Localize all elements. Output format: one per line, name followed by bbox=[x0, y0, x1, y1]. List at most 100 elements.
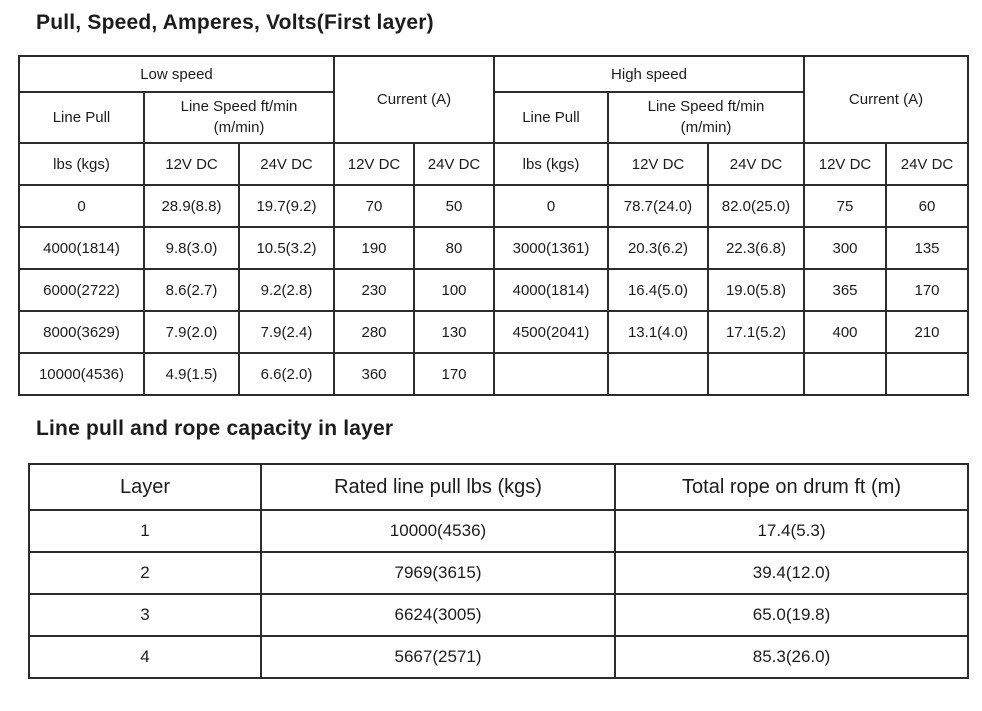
rope-capacity-table: Layer Rated line pull lbs (kgs) Total ro… bbox=[28, 463, 969, 679]
table-row: 4000(1814) 9.8(3.0) 10.5(3.2) 190 80 300… bbox=[18, 226, 969, 270]
table-cell: 7.9(2.0) bbox=[143, 310, 240, 354]
table-row: 2 7969(3615) 39.4(12.0) bbox=[28, 551, 969, 595]
table-cell: 170 bbox=[413, 352, 495, 396]
table-cell bbox=[803, 352, 887, 396]
table-cell: 4000(1814) bbox=[493, 268, 609, 312]
table-cell: 10.5(3.2) bbox=[238, 226, 335, 270]
column-header: 24V DC bbox=[238, 142, 335, 186]
column-header-layer: Layer bbox=[28, 463, 262, 511]
line-speed-header-high: Line Speed ft/min (m/min) bbox=[607, 91, 805, 144]
table-cell: 0 bbox=[493, 184, 609, 228]
table-cell: 3 bbox=[28, 593, 262, 637]
table-cell bbox=[493, 352, 609, 396]
table-cell: 1 bbox=[28, 509, 262, 553]
table-row: 8000(3629) 7.9(2.0) 7.9(2.4) 280 130 450… bbox=[18, 310, 969, 354]
table-row: 1 10000(4536) 17.4(5.3) bbox=[28, 509, 969, 553]
table-cell: 17.4(5.3) bbox=[614, 509, 969, 553]
line-pull-header-low: Line Pull bbox=[18, 91, 145, 144]
column-header: 12V DC bbox=[333, 142, 415, 186]
table-cell: 6.6(2.0) bbox=[238, 352, 335, 396]
table-cell: 190 bbox=[333, 226, 415, 270]
table-cell: 230 bbox=[333, 268, 415, 312]
table-cell: 280 bbox=[333, 310, 415, 354]
table-cell: 8.6(2.7) bbox=[143, 268, 240, 312]
table-row: Line Pull Line Speed ft/min (m/min) Line… bbox=[18, 91, 968, 144]
table-cell: 8000(3629) bbox=[18, 310, 145, 354]
line-pull-header-high: Line Pull bbox=[493, 91, 609, 144]
column-header: 12V DC bbox=[803, 142, 887, 186]
table-cell: 4.9(1.5) bbox=[143, 352, 240, 396]
table-cell: 2 bbox=[28, 551, 262, 595]
line-speed-header-text: Line Speed ft/min (m/min) bbox=[180, 98, 298, 136]
pull-speed-title: Pull, Speed, Amperes, Volts(First layer) bbox=[36, 11, 434, 34]
table-cell: 7.9(2.4) bbox=[238, 310, 335, 354]
line-speed-header-text: Line Speed ft/min (m/min) bbox=[647, 98, 765, 136]
table-cell: 6000(2722) bbox=[18, 268, 145, 312]
table-cell bbox=[707, 352, 805, 396]
table-cell: 130 bbox=[413, 310, 495, 354]
current-group-header-high: Current (A) bbox=[803, 55, 969, 144]
line-speed-header-low: Line Speed ft/min (m/min) bbox=[143, 91, 335, 144]
table-cell: 17.1(5.2) bbox=[707, 310, 805, 354]
table-cell: 65.0(19.8) bbox=[614, 593, 969, 637]
low-speed-group-header: Low speed bbox=[18, 55, 335, 93]
table-cell: 4500(2041) bbox=[493, 310, 609, 354]
table-cell: 50 bbox=[413, 184, 495, 228]
table-cell: 0 bbox=[18, 184, 145, 228]
rope-capacity-title: Line pull and rope capacity in layer bbox=[36, 417, 394, 440]
column-header: 12V DC bbox=[143, 142, 240, 186]
table-cell: 39.4(12.0) bbox=[614, 551, 969, 595]
column-header: 24V DC bbox=[413, 142, 495, 186]
table-cell: 19.7(9.2) bbox=[238, 184, 335, 228]
table-row: 0 28.9(8.8) 19.7(9.2) 70 50 0 78.7(24.0)… bbox=[18, 184, 969, 228]
table-cell: 300 bbox=[803, 226, 887, 270]
current-group-header-low: Current (A) bbox=[333, 55, 495, 144]
table-cell: 7969(3615) bbox=[260, 551, 616, 595]
table-cell: 82.0(25.0) bbox=[707, 184, 805, 228]
column-header: lbs (kgs) bbox=[493, 142, 609, 186]
table-row: Low speed Current (A) High speed Current… bbox=[18, 55, 969, 144]
table-cell: 70 bbox=[333, 184, 415, 228]
table-cell: 135 bbox=[885, 226, 969, 270]
table-row: 6000(2722) 8.6(2.7) 9.2(2.8) 230 100 400… bbox=[18, 268, 969, 312]
table-cell: 360 bbox=[333, 352, 415, 396]
table-cell: 9.2(2.8) bbox=[238, 268, 335, 312]
table-cell: 9.8(3.0) bbox=[143, 226, 240, 270]
table-cell bbox=[885, 352, 969, 396]
table-cell: 78.7(24.0) bbox=[607, 184, 709, 228]
table-cell: 16.4(5.0) bbox=[607, 268, 709, 312]
table-cell: 100 bbox=[413, 268, 495, 312]
table-cell: 6624(3005) bbox=[260, 593, 616, 637]
table-cell: 365 bbox=[803, 268, 887, 312]
table-row: 10000(4536) 4.9(1.5) 6.6(2.0) 360 170 bbox=[18, 352, 969, 396]
table-cell: 4 bbox=[28, 635, 262, 679]
table-cell: 80 bbox=[413, 226, 495, 270]
column-header: 12V DC bbox=[607, 142, 709, 186]
pull-speed-table: Low speed Current (A) High speed Current… bbox=[18, 55, 969, 396]
table-cell: 10000(4536) bbox=[260, 509, 616, 553]
table-cell: 210 bbox=[885, 310, 969, 354]
column-header-rated-line-pull: Rated line pull lbs (kgs) bbox=[260, 463, 616, 511]
column-header-total-rope: Total rope on drum ft (m) bbox=[614, 463, 969, 511]
table-cell: 13.1(4.0) bbox=[607, 310, 709, 354]
table-cell: 60 bbox=[885, 184, 969, 228]
table-cell: 22.3(6.8) bbox=[707, 226, 805, 270]
table-row: Layer Rated line pull lbs (kgs) Total ro… bbox=[28, 463, 969, 511]
column-header: lbs (kgs) bbox=[18, 142, 145, 186]
table-cell: 10000(4536) bbox=[18, 352, 145, 396]
table-cell: 5667(2571) bbox=[260, 635, 616, 679]
table-cell: 20.3(6.2) bbox=[607, 226, 709, 270]
table-cell: 3000(1361) bbox=[493, 226, 609, 270]
table-cell: 28.9(8.8) bbox=[143, 184, 240, 228]
column-header: 24V DC bbox=[885, 142, 969, 186]
table-cell: 170 bbox=[885, 268, 969, 312]
high-speed-group-header: High speed bbox=[493, 55, 805, 93]
table-cell: 4000(1814) bbox=[18, 226, 145, 270]
column-header: 24V DC bbox=[707, 142, 805, 186]
table-cell bbox=[607, 352, 709, 396]
table-cell: 400 bbox=[803, 310, 887, 354]
table-cell: 75 bbox=[803, 184, 887, 228]
table-row: lbs (kgs) 12V DC 24V DC 12V DC 24V DC lb… bbox=[18, 142, 969, 186]
table-row: 3 6624(3005) 65.0(19.8) bbox=[28, 593, 969, 637]
table-cell: 85.3(26.0) bbox=[614, 635, 969, 679]
